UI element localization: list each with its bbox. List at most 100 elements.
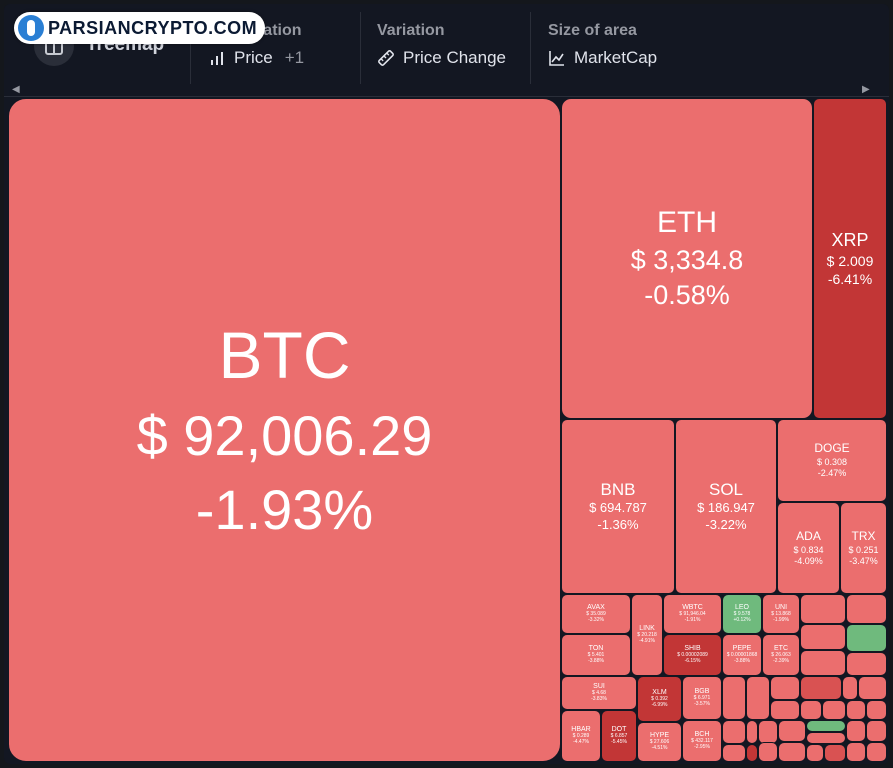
treemap: BTC $ 92,006.29 -1.93% ETH $ 3,334.8 -0.… xyxy=(4,96,889,764)
tile-bgb[interactable]: BGB $ 6.971 -3.57% xyxy=(682,676,722,720)
tile-ton[interactable]: TON $ 5.401 -3.88% xyxy=(561,634,631,676)
tile-small-coin[interactable] xyxy=(846,700,866,720)
tile-price: $ 26.063 xyxy=(771,652,791,659)
tile-small-coin[interactable] xyxy=(746,720,758,744)
tile-small-coin[interactable] xyxy=(846,624,887,652)
tile-small-coin[interactable] xyxy=(722,744,746,762)
tile-price: $ 0.00001868 xyxy=(726,652,758,659)
tile-small-coin[interactable] xyxy=(866,742,887,762)
scroll-right-arrow-icon[interactable]: ▶ xyxy=(862,84,870,95)
tile-small-coin[interactable] xyxy=(822,700,846,720)
tile-small-coin[interactable] xyxy=(866,720,887,742)
tile-btc[interactable]: BTC $ 92,006.29 -1.93% xyxy=(8,98,561,762)
tile-small-coin[interactable] xyxy=(806,720,846,732)
tile-symbol: DOGE xyxy=(814,441,850,456)
tile-price: $ 35.089 xyxy=(586,611,606,618)
tile-small-coin[interactable] xyxy=(800,594,846,624)
tile-etc[interactable]: ETC $ 26.063 -2.39% xyxy=(762,634,800,676)
tile-shib[interactable]: SHIB $ 0.00002089 -6.15% xyxy=(663,634,722,676)
tile-price: $ 27.606 xyxy=(649,739,670,746)
scroll-left-arrow-icon[interactable]: ◀ xyxy=(12,84,20,95)
tile-small-coin[interactable] xyxy=(842,676,858,700)
tile-eth[interactable]: ETH $ 3,334.8 -0.58% xyxy=(561,98,813,419)
tile-sol[interactable]: SOL $ 186.947 -3.22% xyxy=(675,419,777,594)
tile-bnb[interactable]: BNB $ 694.787 -1.36% xyxy=(561,419,675,594)
variation-label: Variation xyxy=(377,22,445,39)
tile-symbol: SOL xyxy=(708,479,744,499)
watermark: PARSIANCRYPTO.COM xyxy=(14,12,266,44)
tile-small-coin[interactable] xyxy=(770,676,800,700)
ruler-icon xyxy=(378,50,394,66)
divider xyxy=(360,12,361,84)
tile-small-coin[interactable] xyxy=(758,720,778,744)
tile-symbol: BTC xyxy=(218,317,351,392)
tile-symbol: AVAX xyxy=(587,604,605,612)
tile-xrp[interactable]: XRP $ 2.009 -6.41% xyxy=(813,98,887,419)
tile-small-coin[interactable] xyxy=(858,676,887,700)
size-selector[interactable]: MarketCap xyxy=(548,48,657,68)
tile-small-coin[interactable] xyxy=(746,744,758,762)
tile-price: $ 0.289 xyxy=(572,733,590,740)
tile-sui[interactable]: SUI $ 4.68 -3.83% xyxy=(561,676,637,710)
tile-bch[interactable]: BCH $ 432.117 -2.95% xyxy=(682,720,722,762)
tile-small-coin[interactable] xyxy=(746,676,770,720)
tile-price: $ 20.218 xyxy=(637,632,657,639)
tile-small-coin[interactable] xyxy=(800,676,842,700)
tile-small-coin[interactable] xyxy=(846,594,887,624)
tile-small-coin[interactable] xyxy=(778,742,806,762)
tile-change: -1.91% xyxy=(684,617,701,624)
tile-price: $ 432.117 xyxy=(691,738,713,745)
area-chart-icon xyxy=(549,51,564,66)
tile-small-coin[interactable] xyxy=(866,700,887,720)
tile-trx[interactable]: TRX $ 0.251 -3.47% xyxy=(840,502,887,594)
tile-xlm[interactable]: XLM $ 0.392 -6.99% xyxy=(637,676,682,722)
divider xyxy=(190,12,191,84)
tile-change: -1.99% xyxy=(773,617,789,624)
watermark-logo-icon xyxy=(18,15,44,41)
tile-hbar[interactable]: HBAR $ 0.289 -4.47% xyxy=(561,710,601,762)
tile-small-coin[interactable] xyxy=(800,650,846,676)
tile-symbol: SUI xyxy=(593,683,605,691)
tile-ada[interactable]: ADA $ 0.834 -4.09% xyxy=(777,502,840,594)
tile-small-coin[interactable] xyxy=(800,700,822,720)
tile-small-coin[interactable] xyxy=(770,700,800,720)
tile-small-coin[interactable] xyxy=(722,676,746,720)
tile-change: -4.09% xyxy=(794,555,823,566)
tile-uni[interactable]: UNI $ 13.868 -1.99% xyxy=(762,594,800,634)
tile-pepe[interactable]: PEPE $ 0.00001868 -3.88% xyxy=(722,634,762,676)
visualization-value: Price xyxy=(234,48,273,67)
tile-dot[interactable]: DOT $ 6.857 -5.45% xyxy=(601,710,637,762)
tile-price: $ 0.00002089 xyxy=(677,652,708,659)
tile-small-coin[interactable] xyxy=(800,624,846,650)
tile-price: $ 0.392 xyxy=(651,696,668,703)
tile-avax[interactable]: AVAX $ 35.089 -3.32% xyxy=(561,594,631,634)
tile-small-coin[interactable] xyxy=(846,742,866,762)
tile-wbtc[interactable]: WBTC $ 91,946.04 -1.91% xyxy=(663,594,722,634)
tile-hype[interactable]: HYPE $ 27.606 -4.51% xyxy=(637,722,682,762)
tile-change: -3.88% xyxy=(734,658,750,665)
tile-small-coin[interactable] xyxy=(722,720,746,744)
tile-doge[interactable]: DOGE $ 0.308 -2.47% xyxy=(777,419,887,502)
tile-price: $ 5.401 xyxy=(587,652,605,659)
tile-symbol: HBAR xyxy=(571,726,591,734)
variation-selector[interactable]: Price Change xyxy=(377,48,506,68)
tile-price: $ 0.834 xyxy=(793,544,824,555)
tile-symbol: SHIB xyxy=(684,645,701,653)
tile-symbol: XLM xyxy=(652,689,667,697)
visualization-selector[interactable]: Price +1 xyxy=(208,48,304,68)
tile-small-coin[interactable] xyxy=(806,744,824,762)
tile-symbol: BNB xyxy=(600,479,636,499)
tile-link[interactable]: LINK $ 20.218 -4.91% xyxy=(631,594,663,676)
tile-price: $ 4.68 xyxy=(592,690,606,697)
tile-change: -4.91% xyxy=(639,638,655,645)
tile-small-coin[interactable] xyxy=(846,720,866,742)
tile-small-coin[interactable] xyxy=(824,744,846,762)
tile-small-coin[interactable] xyxy=(778,720,806,742)
tile-leo[interactable]: LEO $ 9.578 +0.12% xyxy=(722,594,762,634)
tile-change: -4.51% xyxy=(651,745,668,752)
tile-small-coin[interactable] xyxy=(758,742,778,762)
bar-chart-icon xyxy=(211,52,223,65)
watermark-text: PARSIANCRYPTO.COM xyxy=(48,17,258,38)
tile-small-coin[interactable] xyxy=(806,732,846,744)
tile-small-coin[interactable] xyxy=(846,652,887,676)
